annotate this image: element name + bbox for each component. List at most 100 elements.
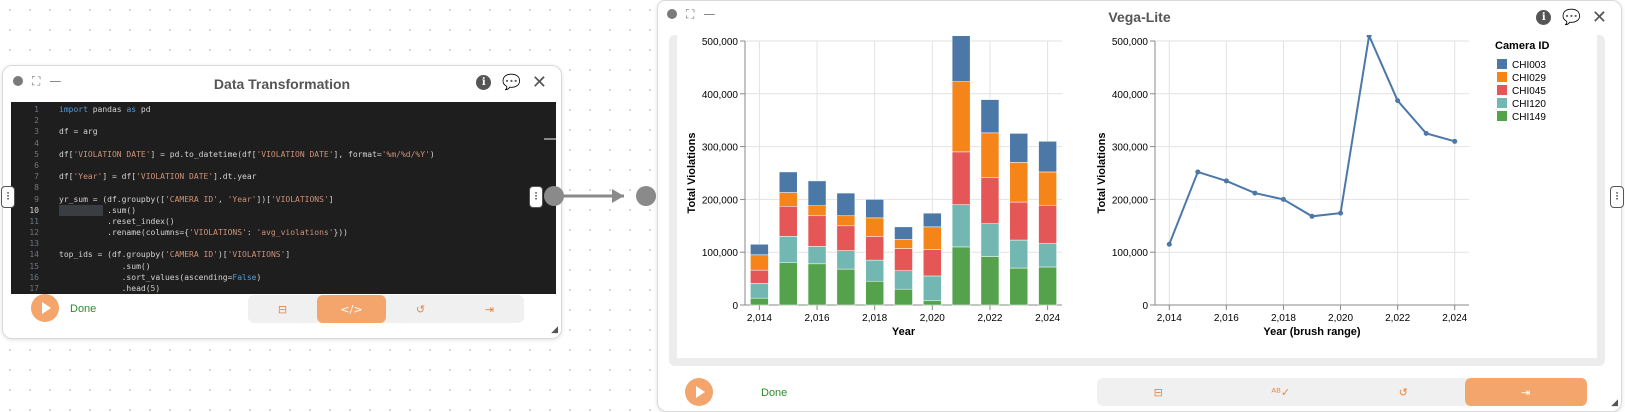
code-line[interactable]: 4 bbox=[11, 138, 556, 149]
vega-lite-chart[interactable]: 0 100,000 200,000 300,000 400,000 500,000 2,01… bbox=[677, 32, 1597, 358]
canvas-edge-handle[interactable]: ⁝ bbox=[1610, 186, 1624, 208]
close-icon[interactable]: ✕ bbox=[531, 72, 547, 93]
code-line[interactable]: 3 df = arg bbox=[11, 126, 556, 137]
bar-chi045-2024 bbox=[1038, 204, 1057, 244]
code-line[interactable]: 12 .rename(columns={'VIOLATIONS': 'avg_v… bbox=[11, 227, 556, 238]
bar-chi120-2023 bbox=[1009, 239, 1029, 269]
bar-chi120-2019 bbox=[894, 270, 913, 290]
code-line[interactable]: 11 .reset_index() bbox=[11, 216, 556, 227]
play-icon bbox=[42, 302, 51, 314]
bar-chi029-2016 bbox=[807, 205, 827, 217]
line-number: 6 bbox=[34, 160, 39, 170]
legend-swatch-chi045 bbox=[1497, 85, 1507, 95]
comments-icon[interactable]: 💬 bbox=[1562, 8, 1581, 26]
line-number: 16 bbox=[29, 272, 39, 282]
legend-label-chi045: CHI045 bbox=[1512, 86, 1546, 97]
line-number: 3 bbox=[34, 127, 39, 137]
bar-chi003-2024 bbox=[1038, 141, 1057, 173]
tab-output[interactable]: ⇥ bbox=[1464, 378, 1587, 406]
minimize-dot-icon[interactable] bbox=[667, 9, 677, 19]
vega-lite-node[interactable]: ⛶ — Vega-Lite i 💬 ✕ 0 100,000 200,000 300,0… bbox=[657, 0, 1622, 412]
editor-scrollbar[interactable] bbox=[544, 138, 556, 140]
comments-icon[interactable]: 💬 bbox=[502, 73, 521, 91]
history-icon: ↺ bbox=[415, 302, 426, 316]
bar-chi003-2021 bbox=[951, 35, 971, 82]
bar-chi029-2022 bbox=[980, 132, 1000, 179]
tab-data[interactable]: ⊟ bbox=[1097, 378, 1220, 406]
bar-chi120-2022 bbox=[980, 223, 1000, 257]
code-line[interactable]: 15 .sum() bbox=[11, 261, 556, 272]
status-text: Done bbox=[70, 303, 97, 315]
code-line[interactable]: 7 df['Year'] = df['VIOLATION DATE'].dt.ye… bbox=[11, 171, 556, 182]
line-number: 4 bbox=[34, 138, 39, 148]
code-line[interactable]: 10 .sum() bbox=[11, 204, 556, 216]
tab-history[interactable]: ↺ bbox=[1342, 378, 1465, 406]
line-number: 15 bbox=[29, 261, 39, 271]
collapse-icon[interactable]: — bbox=[703, 7, 716, 21]
bar-chi045-2019 bbox=[894, 248, 913, 271]
input-handle[interactable]: ⁝ bbox=[1, 186, 15, 208]
code-line[interactable]: 1 import pandas as pd bbox=[11, 104, 556, 115]
line-number: 14 bbox=[29, 250, 39, 260]
collapse-icon[interactable]: — bbox=[49, 74, 62, 88]
line-chart-tick-label-y: 100,000 bbox=[1112, 248, 1149, 259]
line-point-2016 bbox=[1223, 178, 1229, 184]
code-editor[interactable]: 1 import pandas as pd 2 3 df = arg 4 5 df['VIOL… bbox=[11, 102, 556, 294]
line-number: 13 bbox=[29, 239, 39, 249]
legend-swatch-chi003 bbox=[1497, 59, 1507, 69]
bar-chi045-2014 bbox=[750, 269, 769, 284]
bar-chi045-2022 bbox=[980, 177, 1000, 224]
line-point-2022 bbox=[1395, 98, 1401, 104]
bar-chi045-2015 bbox=[778, 206, 798, 237]
tab-data[interactable]: ⊟ bbox=[248, 295, 317, 323]
line-point-2023 bbox=[1423, 130, 1429, 136]
bar-chart-tick-label-y: 400,000 bbox=[702, 90, 739, 101]
run-button[interactable] bbox=[685, 378, 713, 406]
code-line[interactable]: 2 bbox=[11, 115, 556, 126]
tab-output[interactable]: ⇥ bbox=[455, 295, 524, 323]
node-tab-bar: ⊟ </> ↺ ⇥ bbox=[248, 295, 524, 323]
line-number: 17 bbox=[29, 284, 39, 293]
bar-chi149-2016 bbox=[807, 263, 827, 306]
code-line[interactable]: 17 .head(5) bbox=[11, 283, 556, 294]
code-text: df = arg bbox=[59, 127, 98, 137]
bar-chi029-2019 bbox=[894, 239, 913, 249]
play-icon bbox=[696, 386, 705, 398]
close-icon[interactable]: ✕ bbox=[1591, 7, 1607, 28]
output-icon: ⇥ bbox=[484, 302, 495, 316]
line-number: 9 bbox=[34, 194, 39, 204]
target-port[interactable] bbox=[636, 186, 656, 206]
bar-chart-tick-label-x: 2,024 bbox=[1035, 313, 1060, 324]
code-line[interactable]: 14 top_ids = (df.groupby('CAMERA ID')['VI… bbox=[11, 249, 556, 260]
code-text: .sum() bbox=[59, 204, 137, 216]
code-line[interactable]: 5 df['VIOLATION DATE'] = pd.to_datetime(d… bbox=[11, 149, 556, 160]
output-handle[interactable]: ⁝ bbox=[529, 186, 543, 208]
bar-chart-tick-label-x: 2,022 bbox=[977, 313, 1002, 324]
source-port[interactable] bbox=[544, 186, 564, 206]
line-chart-tick-label-y: 500,000 bbox=[1112, 37, 1149, 48]
run-button[interactable] bbox=[31, 294, 59, 322]
info-icon[interactable]: i bbox=[476, 75, 492, 90]
bar-chart-tick-label-y: 300,000 bbox=[702, 143, 739, 154]
bar-chart-tick-label-y: 500,000 bbox=[702, 37, 739, 48]
bar-chart-tick-label-x: 2,018 bbox=[862, 313, 887, 324]
code-line[interactable]: 6 bbox=[11, 160, 556, 171]
resize-handle-icon[interactable]: ◢ bbox=[551, 325, 558, 335]
minimize-dot-icon[interactable] bbox=[13, 76, 23, 86]
code-line[interactable]: 16 .sort_values(ascending=False) bbox=[11, 272, 556, 283]
code-line[interactable]: 13 bbox=[11, 238, 556, 249]
expand-icon[interactable]: ⛶ bbox=[686, 7, 695, 21]
tab-code[interactable]: </> bbox=[317, 295, 386, 323]
tab-history[interactable]: ↺ bbox=[386, 295, 455, 323]
expand-icon[interactable]: ⛶ bbox=[32, 74, 41, 88]
code-line[interactable]: 8 bbox=[11, 182, 556, 193]
code-text: .sort_values(ascending=False) bbox=[59, 272, 262, 282]
output-icon: ⇥ bbox=[1521, 385, 1531, 399]
code-line[interactable]: 9 yr_sum = (df.groupby(['CAMERA ID', 'Yea… bbox=[11, 194, 556, 205]
info-icon[interactable]: i bbox=[1536, 10, 1552, 25]
data-transformation-node[interactable]: ⛶ — Data Transformation i 💬 ✕ 1 import pa… bbox=[2, 65, 562, 339]
line-number: 10 bbox=[29, 205, 39, 215]
tab-spell[interactable]: ᴬᴮ✓ bbox=[1220, 378, 1343, 406]
line-number: 8 bbox=[34, 183, 39, 193]
resize-handle-icon[interactable]: ◢ bbox=[1611, 398, 1618, 408]
